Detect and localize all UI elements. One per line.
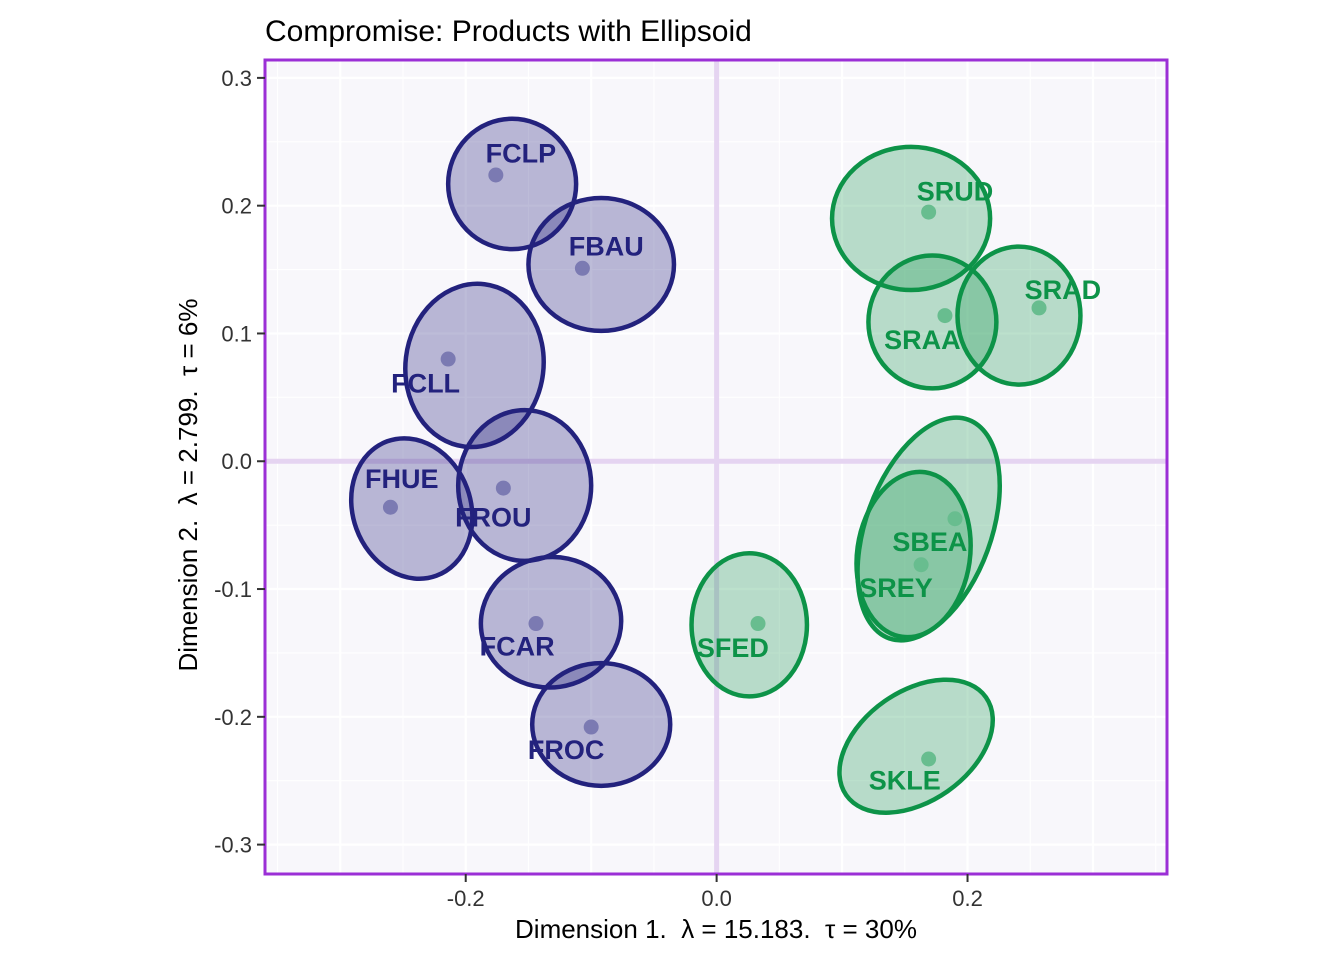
ellipse-srad — [955, 244, 1083, 387]
product-labels: FCLP FBAU FCLL FHUE FROU FCAR FROC SRUD SRAA SRAD… — [365, 138, 1101, 795]
label-fclp: FCLP — [486, 138, 557, 168]
zero-lines — [265, 60, 1167, 874]
y-tick-label: -0.2 — [214, 705, 252, 730]
point-fbau — [574, 260, 590, 276]
label-sbea: SBEA — [892, 527, 967, 557]
ellipse-fcar — [478, 554, 624, 690]
point-sfed — [750, 616, 766, 632]
label-fhue: FHUE — [365, 464, 439, 494]
ellipse-fclp — [445, 116, 579, 252]
chart-title: Compromise: Products with Ellipsoid — [265, 15, 752, 48]
ellipse-skle — [837, 677, 996, 815]
x-tick-label: -0.2 — [447, 886, 485, 911]
label-sraa: SRAA — [884, 325, 961, 355]
point-sraa — [937, 308, 953, 324]
point-frou — [495, 480, 511, 496]
ellipse-frou — [455, 407, 594, 564]
point-froc — [583, 719, 599, 735]
ellipse-sfed — [689, 551, 810, 699]
x-tick-label: 0.2 — [952, 886, 983, 911]
y-tick-label: 0.0 — [221, 449, 252, 474]
x-tick-label: 0.0 — [701, 886, 732, 911]
point-srad — [1031, 300, 1047, 316]
ellipse-fcll — [403, 281, 546, 450]
label-srud: SRUD — [917, 177, 994, 207]
confidence-ellipses — [348, 116, 1083, 815]
label-skle: SKLE — [869, 766, 941, 796]
label-srad: SRAD — [1025, 275, 1102, 305]
point-srud — [921, 204, 937, 220]
point-fcar — [528, 616, 544, 632]
axis-tick-labels: -0.2 0.0 0.2 0.3 0.2 0.1 0.0 -0.1 -0.2 -0.3 — [214, 66, 983, 911]
label-frou: FROU — [455, 502, 532, 532]
point-fcll — [440, 351, 456, 367]
ellipse-srey — [854, 469, 973, 640]
product-points — [382, 167, 1047, 767]
point-sbea — [947, 511, 963, 527]
axis-ticks — [257, 76, 969, 882]
point-fclp — [488, 167, 504, 183]
point-skle — [921, 751, 937, 767]
label-fcll: FCLL — [391, 368, 460, 398]
y-tick-label: -0.3 — [214, 833, 252, 858]
label-srey: SREY — [859, 573, 933, 603]
y-axis-title: Dimension 2. λ = 2.799. τ = 6% — [173, 298, 203, 671]
label-sfed: SFED — [697, 633, 769, 663]
point-fhue — [382, 499, 398, 515]
y-tick-label: 0.1 — [221, 321, 252, 346]
point-srey — [913, 557, 929, 573]
label-fbau: FBAU — [569, 232, 644, 262]
ellipse-fhue — [348, 436, 475, 581]
label-fcar: FCAR — [480, 632, 555, 662]
ellipse-fbau — [526, 195, 677, 334]
ellipse-srud — [829, 144, 993, 293]
y-tick-label: 0.3 — [221, 66, 252, 91]
label-froc: FROC — [528, 735, 605, 765]
y-tick-label: -0.1 — [214, 577, 252, 602]
x-axis-title: Dimension 1. λ = 15.183. τ = 30% — [515, 914, 917, 944]
y-tick-label: 0.2 — [221, 194, 252, 219]
ellipse-froc — [529, 660, 673, 789]
